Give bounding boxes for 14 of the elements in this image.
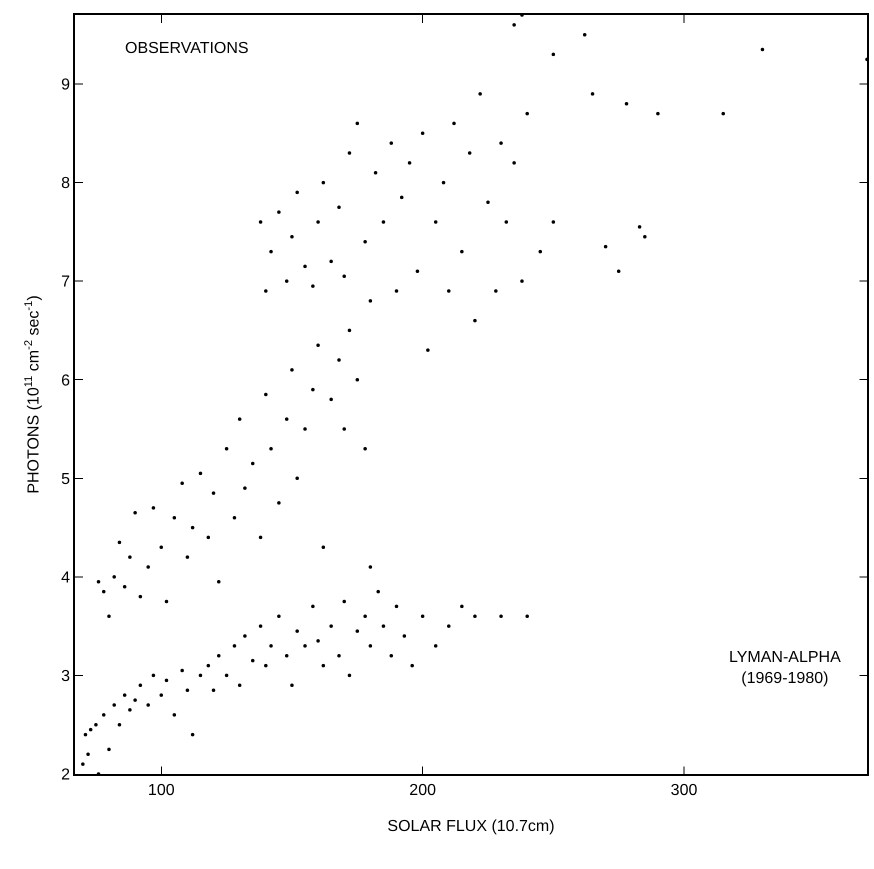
- y-tick-label: 8: [61, 175, 70, 192]
- y-tick-label: 3: [61, 668, 70, 686]
- y-tick-label: 4: [61, 569, 70, 586]
- y-tick-label: 7: [61, 274, 70, 291]
- x-tick-label: 300: [670, 782, 698, 799]
- annotation: LYMAN-ALPHA (1969-1980): [729, 649, 842, 687]
- y-tick-label: 6: [61, 372, 70, 390]
- x-axis-title: SOLAR FLUX (10.7cm): [387, 818, 555, 836]
- x-tick-label: 200: [409, 782, 436, 799]
- x-tick-label: 100: [148, 782, 175, 799]
- y-tick-label: 9: [61, 76, 70, 94]
- y-tick-label: 5: [61, 470, 70, 488]
- y-tick-label: 2: [61, 766, 70, 784]
- annotation: OBSERVATIONS: [125, 40, 249, 57]
